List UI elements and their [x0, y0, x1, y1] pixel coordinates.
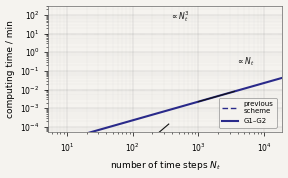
Y-axis label: computing time / min: computing time / min [5, 20, 15, 118]
Text: $\propto N_t$: $\propto N_t$ [236, 55, 254, 68]
X-axis label: number of time steps $N_t$: number of time steps $N_t$ [110, 159, 221, 172]
Text: $\propto N_t^3$: $\propto N_t^3$ [170, 9, 190, 24]
Legend: previous
scheme, G1–G2: previous scheme, G1–G2 [219, 98, 277, 128]
